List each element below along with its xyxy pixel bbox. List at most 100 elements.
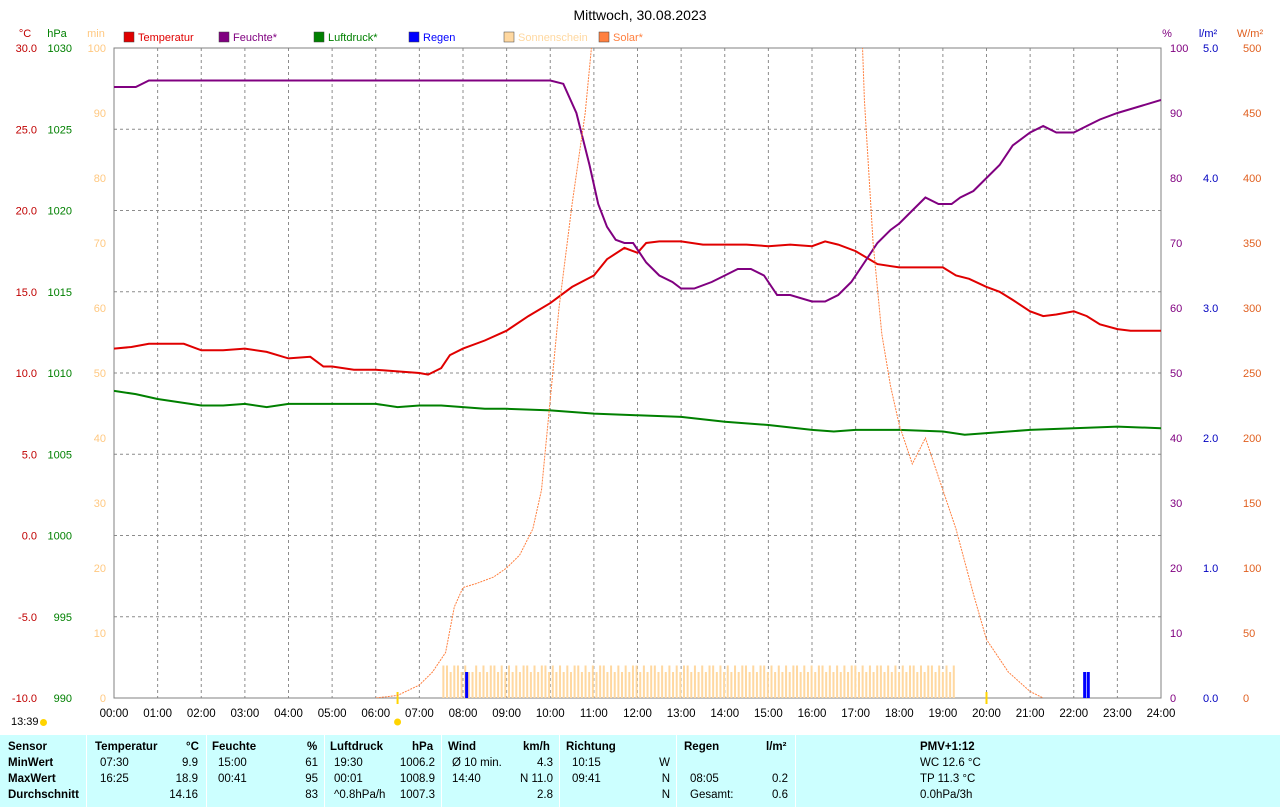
sunshine-bar (701, 665, 704, 698)
header-wind: Wind (448, 741, 476, 753)
stat-cell-h_val: 83 (305, 789, 318, 801)
sunshine-bar (562, 672, 565, 698)
sunshine-bar (843, 665, 846, 698)
tick-label-x: 18:00 (885, 708, 914, 720)
sunshine-bar (938, 665, 941, 698)
stat-cell-r_val: 0.2 (772, 773, 788, 785)
sunshine-bar (949, 672, 952, 698)
legend-swatch (123, 31, 135, 43)
tick-label-x: 15:00 (754, 708, 783, 720)
sunshine-bar (693, 665, 696, 698)
tick-label-solar: 450 (1243, 108, 1261, 120)
tick-label-humidity: 30 (1170, 498, 1182, 510)
tick-label-solar: 250 (1243, 368, 1261, 380)
tick-label-x: 23:00 (1103, 708, 1132, 720)
tick-label-x: 05:00 (318, 708, 347, 720)
tick-label-x: 19:00 (928, 708, 957, 720)
sunshine-bar (482, 665, 485, 698)
sunshine-bar (635, 665, 638, 698)
sunshine-bar (839, 672, 842, 698)
sunshine-bar (898, 672, 901, 698)
sunshine-bar (770, 665, 773, 698)
sunshine-bar (744, 665, 747, 698)
unit-temp: °C (19, 28, 31, 40)
sunshine-bar (759, 665, 762, 698)
sunshine-bar (723, 672, 726, 698)
sunshine-bar (580, 672, 583, 698)
legend-swatch (313, 31, 325, 43)
sunshine-bar (664, 672, 667, 698)
sunshine-bar (675, 665, 678, 698)
divider (559, 735, 560, 807)
tick-label-x: 03:00 (230, 708, 259, 720)
sunshine-bar (602, 665, 605, 698)
tick-label-x: 02:00 (187, 708, 216, 720)
sunshine-bar (894, 665, 897, 698)
sunshine-bar (631, 665, 634, 698)
sunshine-bar (599, 665, 602, 698)
sunshine-bar (595, 672, 598, 698)
stat-cell-h_time: 00:41 (218, 773, 247, 785)
sunshine-bar (621, 672, 624, 698)
stat-cell-label: MaxWert (8, 773, 56, 785)
tick-label-pressure: 1020 (48, 206, 72, 218)
divider (676, 735, 677, 807)
sunshine-bar (646, 672, 649, 698)
sunshine-bar (821, 665, 824, 698)
legend-label: Feuchte* (233, 32, 278, 44)
grid (113, 47, 1162, 699)
sunshine-bar (650, 665, 653, 698)
sunshine-bar (712, 665, 715, 698)
stat-cell-p_time: ^0.8hPa/h (334, 789, 386, 801)
sunshine-bar (569, 672, 572, 698)
tick-label-humidity: 10 (1170, 628, 1182, 640)
tick-label-temp: 30.0 (16, 43, 37, 55)
tick-label-temp: 0.0 (22, 531, 37, 543)
tick-label-humidity: 80 (1170, 173, 1182, 185)
tick-label-temp: 20.0 (16, 206, 37, 218)
series-line-solar (375, 48, 1044, 698)
tick-label-rain: 2.0 (1203, 433, 1218, 445)
sunshine-bar (533, 665, 536, 698)
stat-cell-t_time: 16:25 (100, 773, 129, 785)
sunshine-bar (828, 665, 831, 698)
sunshine-bar (847, 672, 850, 698)
sunshine-bar (887, 665, 890, 698)
tick-label-pressure: 1010 (48, 368, 72, 380)
unit-solar: W/m² (1237, 28, 1264, 40)
bars (394, 665, 1090, 726)
sunshine-bar (551, 665, 554, 698)
sunshine-bar (857, 672, 860, 698)
header-hum: Feuchte (212, 741, 257, 753)
legend-label: Luftdruck* (328, 32, 378, 44)
tick-label-x: 14:00 (710, 708, 739, 720)
sunshine-bar (613, 672, 616, 698)
sunshine-bar (442, 665, 445, 698)
clock-time: 13:39 (11, 716, 39, 728)
sunshine-bar (686, 665, 689, 698)
stat-cell-r_time: Gesamt: (690, 789, 734, 801)
sunshine-bar (777, 665, 780, 698)
series-line-temperatur (114, 240, 1161, 376)
sunshine-bar (814, 672, 817, 698)
tick-label-pressure: 1005 (48, 449, 72, 461)
stat-cell-p_time: 19:30 (334, 757, 363, 769)
stat-cell-t_val: 14.16 (169, 789, 198, 801)
tick-label-solar: 300 (1243, 303, 1261, 315)
tick-label-temp: 5.0 (22, 449, 37, 461)
sunshine-bar (661, 665, 664, 698)
tick-label-solar: 0 (1243, 693, 1249, 705)
tick-label-solar: 500 (1243, 43, 1261, 55)
tick-label-x: 10:00 (536, 708, 565, 720)
stat-cell-r_time: 08:05 (690, 773, 719, 785)
sunshine-bar (577, 665, 580, 698)
sunshine-bar (741, 665, 744, 698)
stat-cell-pmv: TP 11.3 °C (920, 773, 976, 785)
tick-label-sunmin: 20 (94, 563, 106, 575)
sunshine-bar (755, 672, 758, 698)
stat-cell-w_label: Ø 10 min. (452, 757, 502, 769)
tick-label-pressure: 1000 (48, 531, 72, 543)
sunshine-bar (923, 672, 926, 698)
sunshine-bar (529, 672, 532, 698)
sunshine-bar (624, 665, 627, 698)
